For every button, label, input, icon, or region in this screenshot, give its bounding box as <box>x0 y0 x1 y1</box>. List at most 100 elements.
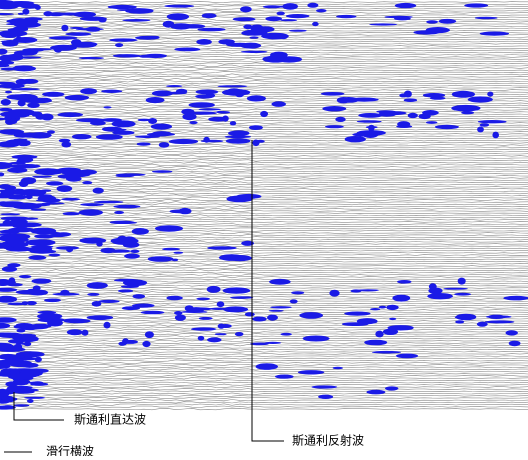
trace <box>0 87 528 89</box>
blue-lobe <box>311 385 337 388</box>
trace <box>0 347 528 349</box>
blue-lobe <box>132 228 149 235</box>
blue-lobe <box>207 246 237 250</box>
blue-lobe <box>175 315 186 321</box>
trace <box>0 325 528 326</box>
blue-lobe <box>130 250 139 253</box>
blue-lobe <box>207 286 221 293</box>
trace <box>0 270 528 272</box>
blue-lobe <box>207 337 221 342</box>
trace <box>0 384 528 385</box>
blue-lobe <box>82 330 89 336</box>
blue-lobe <box>102 127 122 132</box>
blue-lobe <box>60 290 69 296</box>
blue-lobe <box>44 299 61 303</box>
blue-lobe <box>357 120 382 123</box>
blue-lobe <box>286 14 310 18</box>
blue-lobe <box>24 17 43 21</box>
blue-lobe <box>261 33 289 40</box>
blue-lobe <box>249 36 258 38</box>
blue-lobe <box>270 52 288 59</box>
blue-lobe <box>17 157 33 163</box>
blue-lobe <box>509 341 521 347</box>
trace <box>0 164 528 166</box>
blue-lobe <box>24 397 45 399</box>
blue-lobe <box>256 26 275 32</box>
blue-lobe <box>249 125 263 130</box>
trace <box>0 305 528 306</box>
blue-lobe <box>452 91 475 98</box>
trace <box>0 193 528 195</box>
blue-lobe <box>245 312 255 316</box>
label: 滑行横波 <box>46 445 94 457</box>
trace <box>0 274 528 276</box>
blue-lobe <box>277 12 285 16</box>
blue-lobe <box>197 28 225 32</box>
blue-lobe <box>124 254 140 259</box>
blue-lobe <box>392 295 410 302</box>
blue-lobe <box>103 106 111 108</box>
blue-lobe <box>48 234 67 238</box>
blue-lobe <box>0 288 17 292</box>
blue-lobe <box>435 125 459 129</box>
blue-lobe <box>468 96 493 102</box>
blue-lobe <box>397 280 411 284</box>
blue-lobe <box>24 368 49 373</box>
trace <box>0 237 528 239</box>
blue-lobe <box>196 39 212 45</box>
blue-lobe <box>101 90 122 93</box>
blue-lobe <box>397 121 410 127</box>
trace <box>0 300 528 302</box>
blue-lobe <box>142 341 150 347</box>
trace <box>0 259 528 261</box>
blue-lobe <box>79 209 103 215</box>
trace <box>0 230 528 231</box>
blue-lobe <box>86 27 101 32</box>
trace <box>0 349 528 350</box>
trace <box>0 184 528 186</box>
blue-lobe <box>486 315 512 318</box>
blue-lobe <box>114 211 124 214</box>
blue-lobe <box>318 395 333 399</box>
blue-lobe <box>226 43 252 47</box>
blue-lobe <box>182 24 205 28</box>
blue-lobe <box>256 363 278 370</box>
trace <box>0 219 528 221</box>
trace <box>0 197 528 199</box>
blue-lobe <box>210 308 227 310</box>
blue-lobe <box>260 111 268 117</box>
blue-lobe <box>111 222 138 224</box>
blue-lobe <box>389 318 396 320</box>
blue-lobe <box>336 15 356 18</box>
trace <box>0 186 528 188</box>
blue-lobe <box>65 95 89 101</box>
blue-lobe <box>290 299 298 303</box>
blue-lobe <box>90 121 106 126</box>
trace <box>0 61 528 63</box>
blue-lobe <box>364 340 387 346</box>
blue-lobe <box>289 30 307 32</box>
blue-lobe <box>98 17 106 22</box>
trace <box>0 91 528 93</box>
blue-lobe <box>208 117 228 122</box>
blue-lobe <box>321 92 345 96</box>
blue-lobe <box>190 112 217 115</box>
blue-lobe <box>477 127 484 133</box>
blue-lobe <box>165 92 187 95</box>
blue-lobe <box>426 121 438 124</box>
blue-lobe <box>26 239 56 246</box>
blue-lobe <box>480 31 509 35</box>
blue-lobe <box>159 142 170 148</box>
trace <box>0 85 528 87</box>
trace <box>0 336 528 338</box>
blue-lobe <box>241 51 268 53</box>
blue-lobe <box>267 315 278 321</box>
trace <box>0 340 528 342</box>
blue-lobe <box>487 92 493 97</box>
blue-lobe <box>48 254 60 257</box>
blue-lobe <box>375 331 383 338</box>
blue-lobe <box>57 168 81 173</box>
blue-lobe <box>7 167 27 173</box>
blue-lobe <box>151 124 172 130</box>
trace <box>0 157 528 159</box>
